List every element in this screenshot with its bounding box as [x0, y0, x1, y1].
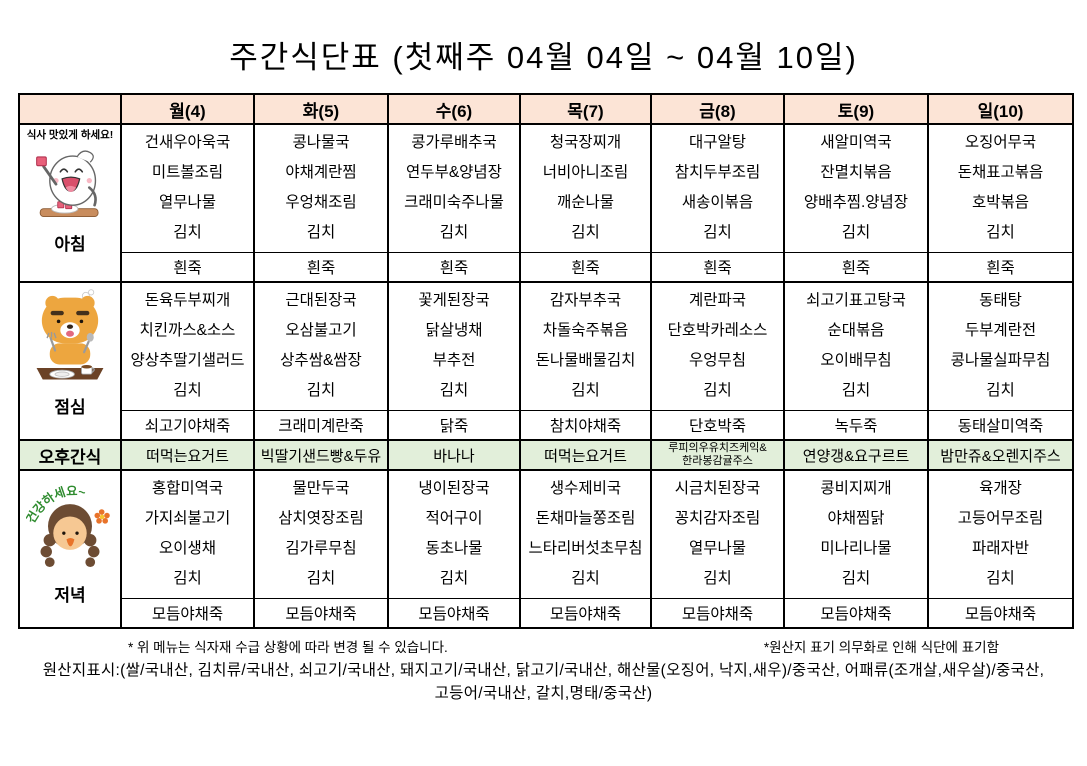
breakfast-menu-mon: 건새우아욱국 미트볼조림 열무나물 김치 — [120, 123, 255, 253]
dinner-menu-wed: 냉이된장국 적어구이 동초나물 김치 — [387, 469, 521, 599]
dinner-menu-sun: 육개장 고등어무조림 파래자반 김치 — [927, 469, 1074, 599]
origin-note: 원산지표시:(쌀/국내산, 김치류/국내산, 쇠고기/국내산, 돼지고기/국내산… — [42, 662, 1045, 702]
porridge-cell: 모듬야채죽 — [387, 598, 521, 629]
snack-mon: 떠먹는요거트 — [120, 439, 255, 471]
dinner-menu-sat: 콩비지찌개 야채찜닭 미나리나물 김치 — [783, 469, 929, 599]
day-header-sun: 일(10) — [927, 93, 1074, 125]
day-header-wed: 수(6) — [387, 93, 521, 125]
origin-obligation-note: *원산지 표기 의무화로 인해 식단에 표기함 — [763, 640, 999, 655]
day-header-fri: 금(8) — [650, 93, 785, 125]
footer-notes: * 위 메뉴는 식자재 수급 상황에 따라 변경 될 수 있습니다. *원산지 … — [0, 629, 1087, 656]
porridge-cell: 흰죽 — [783, 252, 929, 283]
day-header-sat: 토(9) — [783, 93, 929, 125]
porridge-cell: 흰죽 — [927, 252, 1074, 283]
weekly-menu-table: 월(4) 화(5) 수(6) 목(7) 금(8) 토(9) 일(10) 식사 맛… — [18, 93, 1074, 629]
page-title: 주간식단표 (첫째주 04월 04일 ~ 04월 10일) — [229, 40, 858, 75]
lunch-menu-mon: 돈육두부찌개 치킨까스&소스 양상추딸기샐러드 김치 — [120, 281, 255, 411]
porridge-cell: 동태살미역죽 — [927, 410, 1074, 441]
snack-tue: 빅딸기샌드빵&두유 — [253, 439, 389, 471]
lunch-label: 점심 — [54, 398, 86, 417]
porridge-cell: 모듬야채죽 — [783, 598, 929, 629]
porridge-cell: 흰죽 — [120, 252, 255, 283]
breakfast-menu-sun: 오징어무국 돈채표고볶음 호박볶음 김치 — [927, 123, 1074, 253]
dinner-menu-fri: 시금치된장국 꽁치감자조림 열무나물 김치 — [650, 469, 785, 599]
lunch-label-cell: 점심 — [18, 281, 122, 441]
white-blob-eating-icon — [36, 150, 99, 218]
dinner-menu-mon: 홍합미역국 가지쇠불고기 오이생채 김치 — [120, 469, 255, 599]
lunch-porridge-row: 쇠고기야채죽 크래미계란죽 닭죽 참치야채죽 단호박죽 녹두죽 동태살미역죽 — [19, 410, 1074, 441]
breakfast-row: 식사 맛있게 하세요! — [18, 123, 1074, 283]
lunch-row: 점심 돈육두부찌개 치킨까스&소스 양상추딸기샐러드 김치 근대된장국 오삼불고… — [18, 281, 1074, 441]
dinner-menu-tue: 물만두국 삼치엿장조림 김가루무침 김치 — [253, 469, 389, 599]
porridge-cell: 단호박죽 — [650, 410, 785, 441]
day-header-row: 월(4) 화(5) 수(6) 목(7) 금(8) 토(9) 일(10) — [18, 93, 1074, 125]
lunch-menu-thu: 감자부추국 차돌숙주볶음 돈나물배물김치 김치 — [519, 281, 652, 411]
lunch-menu-wed: 꽃게된장국 닭살냉채 부추전 김치 — [387, 281, 521, 411]
breakfast-menu-wed: 콩가루배추국 연두부&양념장 크래미숙주나물 김치 — [387, 123, 521, 253]
breakfast-label-cell: 식사 맛있게 하세요! — [18, 123, 122, 283]
day-header-tue: 화(5) — [253, 93, 389, 125]
porridge-cell: 모듬야채죽 — [927, 598, 1074, 629]
breakfast-menu-thu: 청국장찌개 너비아니조림 깨순나물 김치 — [519, 123, 652, 253]
porridge-cell: 모듬야채죽 — [650, 598, 785, 629]
breakfast-caption: 식사 맛있게 하세요! — [26, 129, 114, 141]
breakfast-menu-sat: 새알미역국 잔멸치볶음 양배추찜.양념장 김치 — [783, 123, 929, 253]
dinner-row: 건강하세요~ — [18, 469, 1074, 629]
day-header-thu: 목(7) — [519, 93, 652, 125]
porridge-cell: 참치야채죽 — [519, 410, 652, 441]
ryan-bear-eating-icon — [36, 289, 104, 380]
dinner-porridge-row: 모듬야채죽 모듬야채죽 모듬야채죽 모듬야채죽 모듬야채죽 모듬야채죽 모듬야채… — [19, 598, 1074, 629]
snack-wed: 바나나 — [387, 439, 521, 471]
lunch-menu-sat: 쇠고기표고탕국 순대볶음 오이배무침 김치 — [783, 281, 929, 411]
lunch-menu-tue: 근대된장국 오삼불고기 상추쌈&쌈장 김치 — [253, 281, 389, 411]
flower-icon — [94, 509, 110, 524]
snack-sat: 연양갱&요구르트 — [783, 439, 929, 471]
dinner-menu-thu: 생수제비국 돈채마늘쫑조림 느타리버섯초무침 김치 — [519, 469, 652, 599]
porridge-cell: 모듬야채죽 — [253, 598, 389, 629]
snack-fri: 루피의우유치즈케익& 한라봉감귤주스 — [650, 439, 785, 471]
porridge-cell: 크래미계란죽 — [253, 410, 389, 441]
porridge-cell: 녹두죽 — [783, 410, 929, 441]
breakfast-porridge-row: 흰죽 흰죽 흰죽 흰죽 흰죽 흰죽 흰죽 — [19, 252, 1074, 283]
lunch-menu-sun: 동태탕 두부계란전 콩나물실파무침 김치 — [927, 281, 1074, 411]
lunch-menu-fri: 계란파국 단호박카레소스 우엉무침 김치 — [650, 281, 785, 411]
breakfast-menu-fri: 대구알탕 참치두부조림 새송이볶음 김치 — [650, 123, 785, 253]
porridge-cell: 쇠고기야채죽 — [120, 410, 255, 441]
porridge-cell: 흰죽 — [253, 252, 389, 283]
dinner-label-cell: 건강하세요~ — [18, 469, 122, 629]
menu-change-note: * 위 메뉴는 식자재 수급 상황에 따라 변경 될 수 있습니다. — [128, 640, 448, 655]
breakfast-menu-tue: 콩나물국 야채계란찜 우엉채조림 김치 — [253, 123, 389, 253]
porridge-cell: 흰죽 — [650, 252, 785, 283]
snack-label-cell: 오후간식 — [18, 439, 122, 471]
porridge-cell: 모듬야채죽 — [519, 598, 652, 629]
snack-sun: 밤만쥬&오렌지주스 — [927, 439, 1074, 471]
porridge-cell: 흰죽 — [387, 252, 521, 283]
snack-thu: 떠먹는요거트 — [519, 439, 652, 471]
girl-face-icon: 건강하세요~ — [26, 484, 110, 568]
corner-cell — [18, 93, 122, 125]
porridge-cell: 흰죽 — [519, 252, 652, 283]
porridge-cell: 모듬야채죽 — [120, 598, 255, 629]
day-header-mon: 월(4) — [120, 93, 255, 125]
breakfast-label: 아침 — [54, 235, 86, 254]
snack-row: 오후간식 떠먹는요거트 빅딸기샌드빵&두유 바나나 떠먹는요거트 루피의우유치즈… — [18, 439, 1074, 471]
dinner-label: 저녁 — [54, 586, 86, 605]
porridge-cell: 닭죽 — [387, 410, 521, 441]
